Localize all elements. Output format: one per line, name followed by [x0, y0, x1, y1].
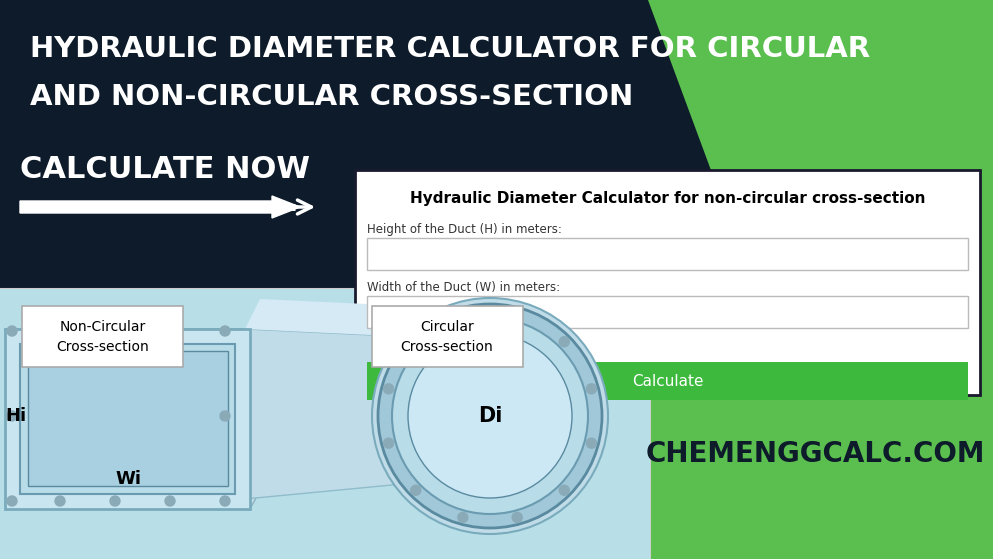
Circle shape — [378, 304, 602, 528]
Circle shape — [512, 513, 522, 523]
Circle shape — [55, 326, 65, 336]
Circle shape — [372, 298, 608, 534]
Circle shape — [559, 337, 569, 347]
Circle shape — [587, 438, 597, 448]
Circle shape — [220, 326, 230, 336]
Circle shape — [7, 411, 17, 421]
Text: HYDRAULIC DIAMETER CALCULATOR FOR CIRCULAR: HYDRAULIC DIAMETER CALCULATOR FOR CIRCUL… — [30, 35, 870, 63]
Circle shape — [220, 411, 230, 421]
Circle shape — [165, 326, 175, 336]
Circle shape — [411, 337, 421, 347]
Polygon shape — [30, 379, 320, 509]
Circle shape — [7, 496, 17, 506]
Circle shape — [458, 310, 468, 320]
FancyBboxPatch shape — [5, 329, 250, 509]
Polygon shape — [648, 0, 993, 200]
FancyArrow shape — [20, 196, 300, 218]
Circle shape — [408, 334, 572, 498]
FancyBboxPatch shape — [355, 170, 980, 395]
FancyBboxPatch shape — [372, 306, 523, 367]
Circle shape — [411, 485, 421, 495]
Circle shape — [383, 438, 393, 448]
Text: CHEMENGGCALC.COM: CHEMENGGCALC.COM — [645, 440, 985, 468]
Circle shape — [55, 496, 65, 506]
FancyBboxPatch shape — [0, 289, 650, 559]
Circle shape — [512, 310, 522, 320]
Text: Non-Circular
Cross-section: Non-Circular Cross-section — [57, 320, 149, 354]
Text: AND NON-CIRCULAR CROSS-SECTION: AND NON-CIRCULAR CROSS-SECTION — [30, 83, 634, 111]
Text: Width of the Duct (W) in meters:: Width of the Duct (W) in meters: — [367, 282, 560, 295]
Polygon shape — [5, 329, 320, 379]
Polygon shape — [245, 329, 560, 499]
Text: CALCULATE NOW: CALCULATE NOW — [20, 154, 310, 183]
FancyBboxPatch shape — [0, 289, 650, 559]
FancyBboxPatch shape — [0, 200, 355, 559]
Circle shape — [383, 384, 393, 394]
FancyBboxPatch shape — [367, 362, 968, 400]
FancyBboxPatch shape — [367, 296, 968, 328]
Circle shape — [587, 384, 597, 394]
Text: Calculate: Calculate — [632, 373, 703, 389]
Circle shape — [458, 513, 468, 523]
FancyBboxPatch shape — [0, 0, 993, 200]
Text: Wi: Wi — [115, 470, 141, 488]
Circle shape — [110, 326, 120, 336]
Circle shape — [165, 496, 175, 506]
Circle shape — [110, 496, 120, 506]
Circle shape — [392, 318, 588, 514]
Text: Hi: Hi — [5, 407, 27, 425]
Text: Height of the Duct (H) in meters:: Height of the Duct (H) in meters: — [367, 224, 562, 236]
Circle shape — [559, 485, 569, 495]
Text: Di: Di — [478, 406, 502, 426]
FancyBboxPatch shape — [28, 351, 228, 486]
FancyBboxPatch shape — [20, 344, 235, 494]
Polygon shape — [245, 299, 580, 344]
Text: Circular
Cross-section: Circular Cross-section — [400, 320, 494, 354]
Circle shape — [7, 326, 17, 336]
FancyBboxPatch shape — [22, 306, 183, 367]
FancyBboxPatch shape — [367, 238, 968, 270]
Text: Hydraulic Diameter Calculator for non-circular cross-section: Hydraulic Diameter Calculator for non-ci… — [410, 191, 925, 206]
Circle shape — [220, 496, 230, 506]
Polygon shape — [0, 0, 993, 200]
